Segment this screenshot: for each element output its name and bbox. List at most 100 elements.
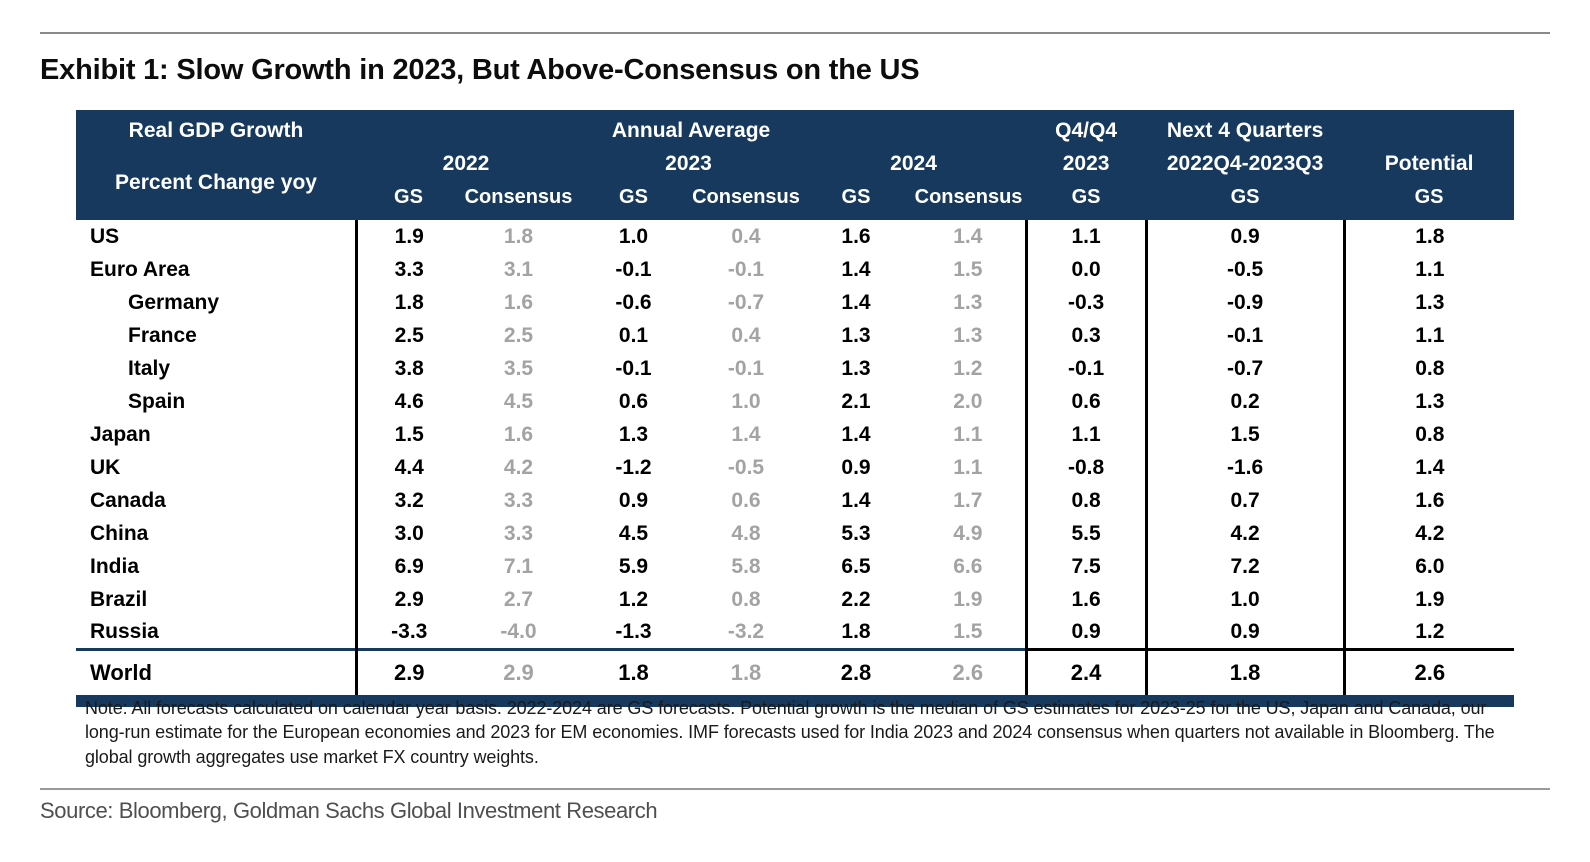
source-divider — [40, 788, 1550, 790]
row-label: Italy — [76, 352, 356, 385]
gs-value: 2.5 — [354, 319, 461, 352]
row-label: Euro Area — [76, 253, 356, 286]
gs-value: 6.0 — [1342, 550, 1515, 583]
gs-value: 3.0 — [354, 517, 461, 550]
table-row: Japan 1.5 1.6 1.3 1.4 1.4 1.1 1.1 1.5 0.8 — [76, 418, 1515, 451]
gs-value: 1.8 — [1144, 647, 1345, 695]
header-year-2022: 2022 — [356, 146, 576, 181]
gs-value: 1.3 — [1342, 286, 1515, 319]
gdp-table-header: Real GDP Growth Annual Average Q4/Q4 Nex… — [76, 110, 1515, 220]
consensus-value: -3.2 — [691, 616, 801, 649]
header-gs-2022: GS — [356, 181, 461, 220]
gs-value: 1.2 — [576, 583, 691, 616]
gs-value: 1.4 — [801, 484, 911, 517]
header-row-1: Real GDP Growth Annual Average Q4/Q4 Nex… — [76, 110, 1515, 146]
gs-value: -0.6 — [576, 286, 691, 319]
table-row: Italy 3.8 3.5 -0.1 -0.1 1.3 1.2 -0.1 -0.7 0.8 — [76, 352, 1515, 385]
gs-value: -1.2 — [576, 451, 691, 484]
gs-value: 0.6 — [576, 385, 691, 418]
header-row-3: GS Consensus GS Consensus GS Consensus G… — [76, 181, 1515, 220]
table-row: US 1.9 1.8 1.0 0.4 1.6 1.4 1.1 0.9 1.8 — [76, 220, 1515, 253]
gs-value: 0.8 — [1342, 352, 1515, 385]
gs-value: -0.1 — [576, 352, 691, 385]
header-gs-next4q: GS — [1146, 181, 1345, 220]
consensus-value: 1.6 — [461, 286, 576, 319]
gs-value: 0.1 — [576, 319, 691, 352]
gs-value: 1.1 — [1024, 418, 1147, 451]
gs-value: -0.9 — [1144, 286, 1345, 319]
gs-value: 1.8 — [801, 616, 911, 649]
header-next4q-range: 2022Q4-2023Q3 — [1146, 146, 1345, 181]
gs-value: 1.5 — [1144, 418, 1345, 451]
row-label: Germany — [76, 286, 356, 319]
gs-value: 2.9 — [354, 647, 461, 695]
header-gs-q4q4: GS — [1026, 181, 1147, 220]
gs-value: 7.5 — [1024, 550, 1147, 583]
consensus-value: 4.2 — [461, 451, 576, 484]
consensus-value: 1.8 — [461, 220, 576, 253]
gs-value: 0.3 — [1024, 319, 1147, 352]
consensus-value: 3.5 — [461, 352, 576, 385]
gs-value: 3.8 — [354, 352, 461, 385]
consensus-value: 2.0 — [911, 385, 1027, 418]
gs-value: -1.3 — [576, 616, 691, 649]
gs-value: 1.3 — [801, 352, 911, 385]
row-label: US — [76, 220, 356, 253]
consensus-value: 7.1 — [461, 550, 576, 583]
consensus-value: 1.5 — [911, 616, 1027, 649]
gs-value: 1.3 — [1342, 385, 1515, 418]
row-label: World — [76, 647, 356, 695]
gs-value: 2.8 — [801, 647, 911, 695]
row-label: UK — [76, 451, 356, 484]
consensus-value: 3.3 — [461, 517, 576, 550]
gs-value: -0.7 — [1144, 352, 1345, 385]
gs-value: -3.3 — [354, 616, 461, 649]
table-row: China 3.0 3.3 4.5 4.8 5.3 4.9 5.5 4.2 4.2 — [76, 517, 1515, 550]
gs-value: 4.2 — [1342, 517, 1515, 550]
consensus-value: 0.4 — [691, 319, 801, 352]
consensus-value: 4.5 — [461, 385, 576, 418]
header-real-gdp-growth: Real GDP Growth — [76, 110, 356, 146]
row-label: Canada — [76, 484, 356, 517]
header-annual-average: Annual Average — [356, 110, 1027, 146]
footnote: Note: All forecasts calculated on calend… — [85, 698, 1495, 767]
gs-value: 1.1 — [1342, 253, 1515, 286]
gs-value: 6.9 — [354, 550, 461, 583]
exhibit-title: Exhibit 1: Slow Growth in 2023, But Abov… — [40, 54, 920, 86]
consensus-value: 1.5 — [911, 253, 1027, 286]
table-row: India 6.9 7.1 5.9 5.8 6.5 6.6 7.5 7.2 6.0 — [76, 550, 1515, 583]
table-row: UK 4.4 4.2 -1.2 -0.5 0.9 1.1 -0.8 -1.6 1.4 — [76, 451, 1515, 484]
consensus-value: 1.2 — [911, 352, 1027, 385]
gs-value: 1.3 — [576, 418, 691, 451]
consensus-value: 1.3 — [911, 319, 1027, 352]
consensus-value: 0.6 — [691, 484, 801, 517]
gs-value: 1.6 — [801, 220, 911, 253]
consensus-value: 1.4 — [691, 418, 801, 451]
header-row-2: Percent Change yoy 2022 2023 2024 2023 2… — [76, 146, 1515, 220]
gs-value: 0.9 — [576, 484, 691, 517]
gs-value: -0.3 — [1024, 286, 1147, 319]
gs-value: 2.4 — [1024, 647, 1147, 695]
consensus-value: 2.7 — [461, 583, 576, 616]
source-text: Source: Bloomberg, Goldman Sachs Global … — [40, 798, 658, 823]
gs-value: 1.9 — [354, 220, 461, 253]
consensus-value: -4.0 — [461, 616, 576, 649]
table-bottom-bar — [76, 695, 1514, 707]
table-row: Brazil 2.9 2.7 1.2 0.8 2.2 1.9 1.6 1.0 1.9 — [76, 583, 1515, 616]
table-row: France 2.5 2.5 0.1 0.4 1.3 1.3 0.3 -0.1 1.1 — [76, 319, 1515, 352]
row-label: India — [76, 550, 356, 583]
consensus-value: 1.9 — [911, 583, 1027, 616]
table-row: Euro Area 3.3 3.1 -0.1 -0.1 1.4 1.5 0.0 -0.5 1.1 — [76, 253, 1515, 286]
gs-value: 2.6 — [1342, 647, 1515, 695]
gs-value: 1.3 — [801, 319, 911, 352]
gs-value: 0.8 — [1342, 418, 1515, 451]
consensus-value: 4.8 — [691, 517, 801, 550]
header-gs-2024: GS — [801, 181, 911, 220]
consensus-value: 2.6 — [911, 647, 1027, 695]
consensus-value: -0.5 — [691, 451, 801, 484]
gs-value: 1.4 — [1342, 451, 1515, 484]
header-year-2024: 2024 — [801, 146, 1027, 181]
gs-value: 0.0 — [1024, 253, 1147, 286]
gs-value: 4.5 — [576, 517, 691, 550]
gs-value: 0.8 — [1024, 484, 1147, 517]
